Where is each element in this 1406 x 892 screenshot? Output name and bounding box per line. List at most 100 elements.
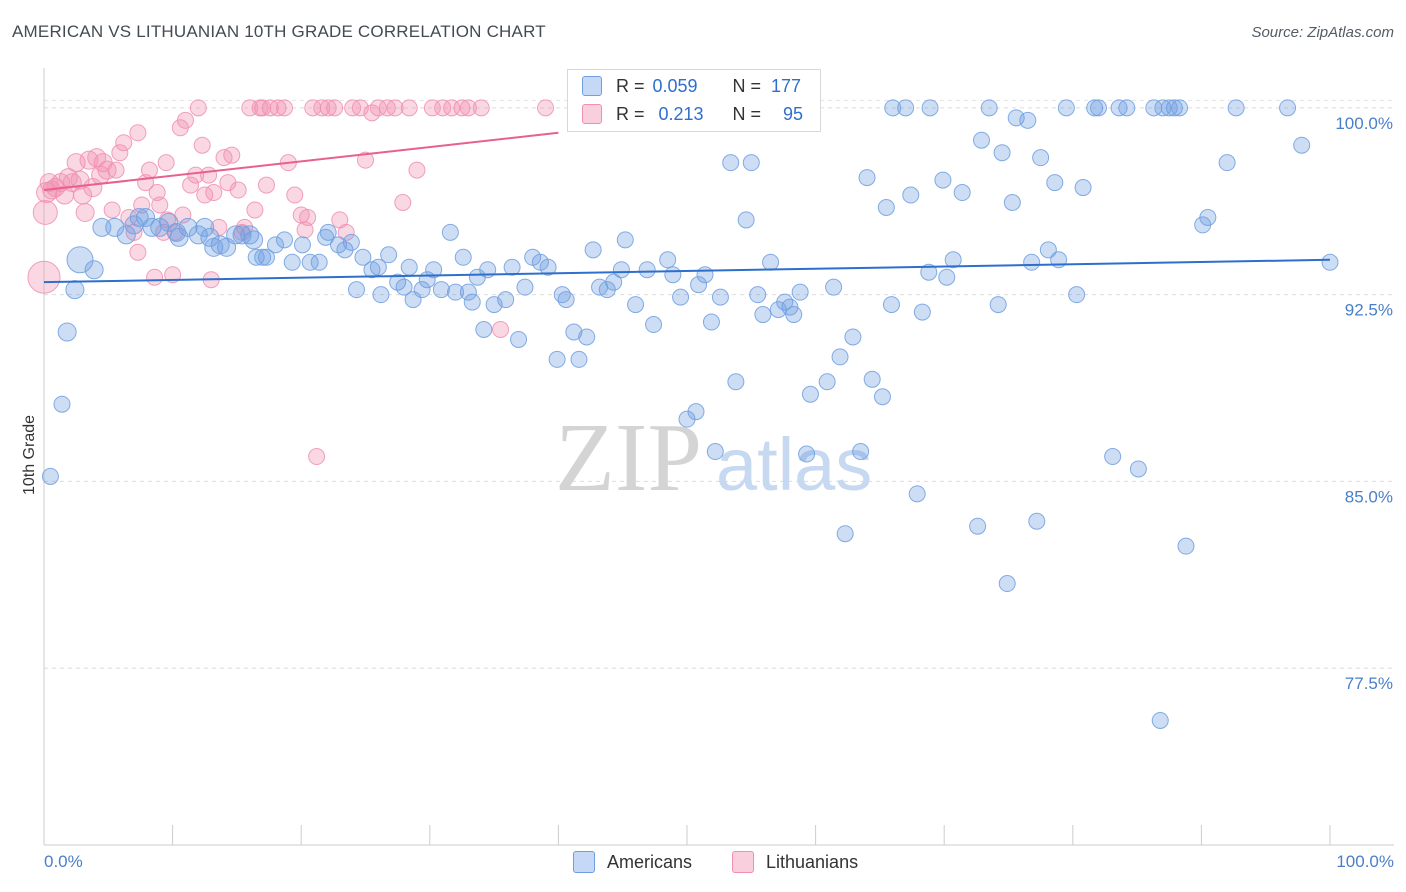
watermark-zip: ZIP	[555, 404, 702, 512]
americans-point-128	[920, 263, 938, 281]
legend-item-lithuanians[interactable]: Lithuanians	[732, 851, 858, 873]
americans-point-120	[873, 388, 891, 406]
source-label: Source: ZipAtlas.com	[1251, 24, 1394, 41]
lithuanians-swatch	[582, 104, 602, 124]
americans-point-103	[762, 253, 780, 271]
americans-point-147	[1046, 174, 1064, 192]
americans-point-65	[497, 291, 515, 309]
americans-points	[41, 99, 1339, 729]
americans-point-43	[354, 248, 372, 266]
americans-point-46	[372, 286, 390, 304]
americans-swatch	[582, 76, 602, 96]
americans-point-78	[584, 241, 602, 259]
americans-point-100	[742, 154, 760, 172]
lithuanians-point-23	[115, 134, 133, 152]
americans-point-140	[1003, 193, 1021, 211]
x-tick-label-min: 0.0%	[44, 852, 83, 871]
lithuanians-n-value: 95	[783, 103, 804, 124]
trend-lines	[43, 131, 1331, 284]
americans-point-112	[818, 373, 836, 391]
americans-point-114	[831, 348, 849, 366]
lithuanians-point-70	[304, 99, 322, 117]
americans-point-159	[1151, 711, 1169, 729]
chart-title: AMERICAN VS LITHUANIAN 10TH GRADE CORREL…	[12, 22, 546, 41]
americans-point-27	[244, 230, 264, 250]
americans-point-30	[257, 248, 275, 266]
americans-point-37	[317, 228, 335, 246]
americans-point-60	[463, 293, 481, 311]
americans-point-66	[503, 258, 521, 276]
lithuanians-point-83	[386, 99, 404, 117]
americans-point-15	[166, 222, 186, 242]
axes	[43, 68, 1394, 846]
americans-point-76	[570, 350, 588, 368]
americans-point-62	[475, 321, 493, 339]
lithuanians-point-79	[357, 151, 374, 169]
americans-point-131	[938, 268, 956, 286]
americans-point-123	[884, 99, 902, 117]
americans-point-84	[627, 296, 645, 314]
americans-point-56	[441, 223, 459, 241]
lithuanians-point-91	[459, 99, 477, 117]
americans-point-125	[902, 186, 920, 204]
americans-point-92	[690, 276, 708, 294]
americans-point-150	[1068, 286, 1086, 304]
lithuanians-point-84	[394, 193, 412, 211]
americans-point-130	[934, 171, 952, 189]
lithuanians-point-73	[319, 99, 337, 117]
americans-point-157	[1129, 460, 1147, 478]
americans-point-161	[1160, 99, 1178, 117]
legend-item-americans[interactable]: Americans	[573, 851, 692, 873]
americans-point-119	[863, 370, 881, 388]
gridlines	[44, 99, 1394, 669]
lithuanians-point-63	[269, 99, 287, 117]
americans-point-49	[395, 278, 413, 296]
americans-point-82	[612, 261, 630, 279]
americans-point-47	[380, 246, 398, 264]
americans-point-31	[266, 236, 284, 254]
americans-point-110	[801, 385, 819, 403]
y-tick-label-2: 92.5%	[1345, 301, 1393, 320]
americans-point-136	[980, 99, 998, 117]
lithuanians-point-14	[79, 150, 99, 170]
lithuanians-point-66	[286, 186, 304, 204]
americans-point-98	[727, 373, 745, 391]
americans-point-24	[226, 225, 246, 245]
americans-point-11	[136, 207, 156, 227]
americans-point-85	[638, 261, 656, 279]
americans-point-25	[232, 225, 252, 245]
americans-point-137	[989, 296, 1007, 314]
lithuanians-point-35	[157, 154, 175, 172]
americans-point-164	[1177, 537, 1195, 555]
americans-point-117	[852, 443, 870, 461]
americans-point-146	[1039, 241, 1057, 259]
lithuanians-point-22	[111, 144, 129, 162]
americans-point-71	[539, 258, 557, 276]
lithuanians-point-19	[97, 160, 117, 180]
lithuanians-point-87	[423, 99, 441, 117]
lithuanians-n-label: N =	[732, 103, 762, 124]
americans-point-168	[1227, 99, 1245, 117]
lithuanians-point-1	[32, 199, 58, 225]
lithuanians-r-label: R =	[616, 103, 645, 124]
americans-point-149	[1057, 99, 1075, 117]
lithuanians-point-37	[164, 266, 182, 284]
stats-legend: R = 0.059 N = 177 R = 0.213 N = 95	[567, 69, 821, 132]
americans-point-115	[836, 525, 854, 543]
americans-point-19	[195, 217, 215, 237]
americans-point-124	[897, 99, 915, 117]
americans-point-50	[400, 258, 418, 276]
lithuanians-point-88	[434, 99, 452, 117]
lithuanians-point-42	[182, 176, 200, 194]
americans-point-72	[548, 350, 566, 368]
americans-r-value: 0.059	[652, 75, 698, 96]
americans-n-label: N =	[732, 75, 762, 96]
americans-point-34	[293, 236, 311, 254]
americans-point-158	[1145, 99, 1163, 117]
americans-point-54	[425, 261, 443, 279]
lithuanians-point-44	[189, 99, 207, 117]
lithuanians-point-61	[257, 176, 275, 194]
lithuanians-point-92	[472, 99, 490, 117]
lithuanians-point-58	[246, 201, 264, 219]
lithuanians-r-value: 0.213	[658, 103, 704, 124]
